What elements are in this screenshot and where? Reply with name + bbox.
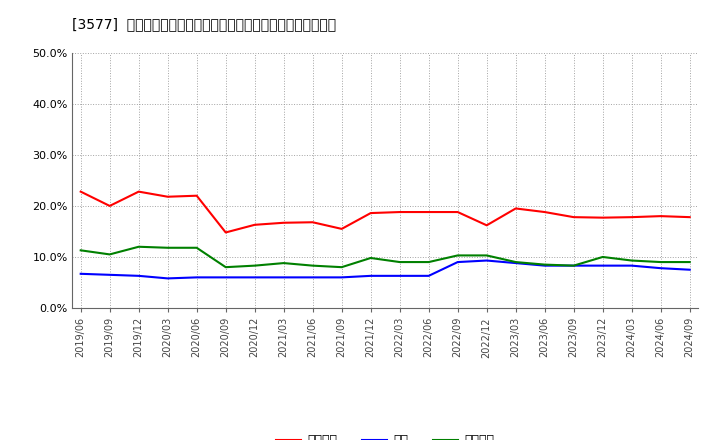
- 売上債権: [482, 223, 491, 228]
- 売上債権: [279, 220, 288, 225]
- 買入債務: [541, 262, 549, 267]
- 買入債務: [76, 248, 85, 253]
- 在庫: [454, 260, 462, 265]
- 在庫: [308, 275, 317, 280]
- 売上債権: [627, 215, 636, 220]
- 買入債務: [192, 245, 201, 250]
- 在庫: [163, 276, 172, 281]
- 売上債権: [454, 209, 462, 215]
- 買入債務: [511, 260, 520, 265]
- 在庫: [192, 275, 201, 280]
- Text: [3577]  売上債権、在庫、買入債務の総資産に対する比率の推移: [3577] 売上債権、在庫、買入債務の総資産に対する比率の推移: [72, 18, 336, 32]
- Line: 在庫: 在庫: [81, 260, 690, 279]
- 売上債権: [424, 209, 433, 215]
- 買入債務: [279, 260, 288, 266]
- 買入債務: [135, 244, 143, 249]
- 売上債権: [570, 215, 578, 220]
- Line: 買入債務: 買入債務: [81, 247, 690, 267]
- 在庫: [627, 263, 636, 268]
- 売上債権: [221, 230, 230, 235]
- 在庫: [511, 260, 520, 266]
- 在庫: [685, 267, 694, 272]
- 在庫: [251, 275, 259, 280]
- 売上債権: [192, 193, 201, 198]
- 買入債務: [308, 263, 317, 268]
- 在庫: [221, 275, 230, 280]
- 在庫: [657, 266, 665, 271]
- 買入債務: [424, 260, 433, 265]
- 売上債権: [251, 222, 259, 227]
- 在庫: [105, 272, 114, 278]
- 在庫: [338, 275, 346, 280]
- 在庫: [366, 273, 375, 279]
- 買入債務: [105, 252, 114, 257]
- 売上債権: [366, 210, 375, 216]
- 売上債権: [135, 189, 143, 194]
- 買入債務: [570, 263, 578, 268]
- 在庫: [482, 258, 491, 263]
- 買入債務: [685, 260, 694, 265]
- 売上債権: [308, 220, 317, 225]
- 買入債務: [221, 264, 230, 270]
- 買入債務: [251, 263, 259, 268]
- 在庫: [541, 263, 549, 268]
- 買入債務: [366, 255, 375, 260]
- 売上債権: [338, 226, 346, 231]
- 買入債務: [482, 253, 491, 258]
- 在庫: [135, 273, 143, 279]
- 売上債権: [598, 215, 607, 220]
- 売上債権: [76, 189, 85, 194]
- 在庫: [279, 275, 288, 280]
- 在庫: [395, 273, 404, 279]
- 売上債権: [511, 206, 520, 211]
- 売上債権: [163, 194, 172, 199]
- 買入債務: [338, 264, 346, 270]
- 在庫: [76, 271, 85, 276]
- 在庫: [570, 263, 578, 268]
- 売上債権: [541, 209, 549, 215]
- 買入債務: [454, 253, 462, 258]
- 買入債務: [627, 258, 636, 263]
- 買入債務: [657, 260, 665, 265]
- 売上債権: [685, 215, 694, 220]
- 買入債務: [395, 260, 404, 265]
- 買入債務: [598, 254, 607, 260]
- 売上債権: [395, 209, 404, 215]
- 在庫: [424, 273, 433, 279]
- 買入債務: [163, 245, 172, 250]
- 売上債権: [657, 213, 665, 219]
- Legend: 売上債権, 在庫, 買入債務: 売上債権, 在庫, 買入債務: [271, 429, 500, 440]
- 在庫: [598, 263, 607, 268]
- Line: 売上債権: 売上債権: [81, 192, 690, 232]
- 売上債権: [105, 203, 114, 209]
